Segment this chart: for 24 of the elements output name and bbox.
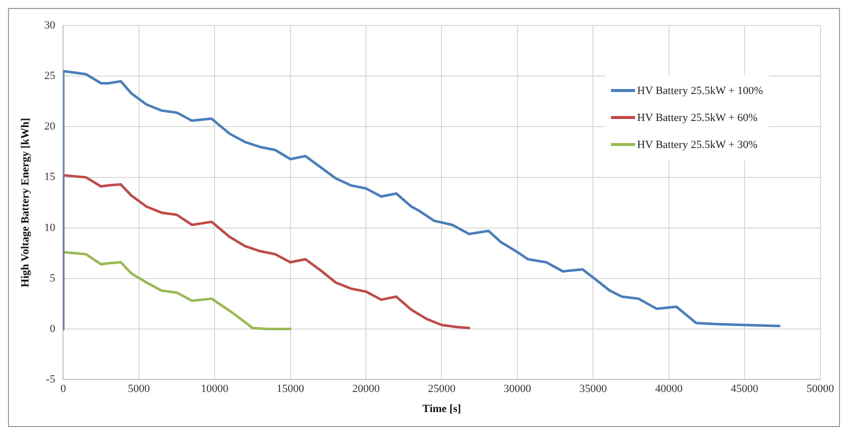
legend-label: HV Battery 25.5kW + 30% — [637, 138, 758, 150]
x-tick-label: 10000 — [200, 383, 229, 396]
x-tick-label: 45000 — [730, 383, 759, 396]
x-tick-label: 35000 — [579, 383, 608, 396]
y-tick-label: 25 — [44, 70, 56, 82]
legend-label: HV Battery 25.5kW + 60% — [637, 112, 758, 124]
x-tick-label: 25000 — [428, 383, 456, 396]
y-tick-label: 10 — [44, 222, 56, 234]
y-axis-title: High Voltage Battery Energy [kWh] — [19, 118, 32, 288]
y-tick-label: -5 — [46, 373, 56, 386]
x-tick-label: 20000 — [352, 383, 380, 396]
x-axis-title: Time [s] — [422, 403, 462, 416]
x-tick-label: 15000 — [276, 383, 305, 396]
legend-label: HV Battery 25.5kW + 100% — [637, 84, 763, 96]
x-tick-label: 30000 — [504, 383, 532, 396]
y-tick-label: 5 — [50, 272, 56, 284]
y-tick-label: 0 — [50, 322, 56, 335]
y-tick-label: 15 — [44, 171, 56, 184]
y-tick-label: 20 — [44, 120, 56, 133]
x-tick-label: 40000 — [655, 383, 684, 396]
x-tick-label: 5000 — [128, 383, 150, 396]
y-tick-label: 30 — [44, 19, 56, 32]
x-tick-label: 50000 — [806, 383, 834, 396]
x-tick-label: 0 — [60, 383, 66, 396]
